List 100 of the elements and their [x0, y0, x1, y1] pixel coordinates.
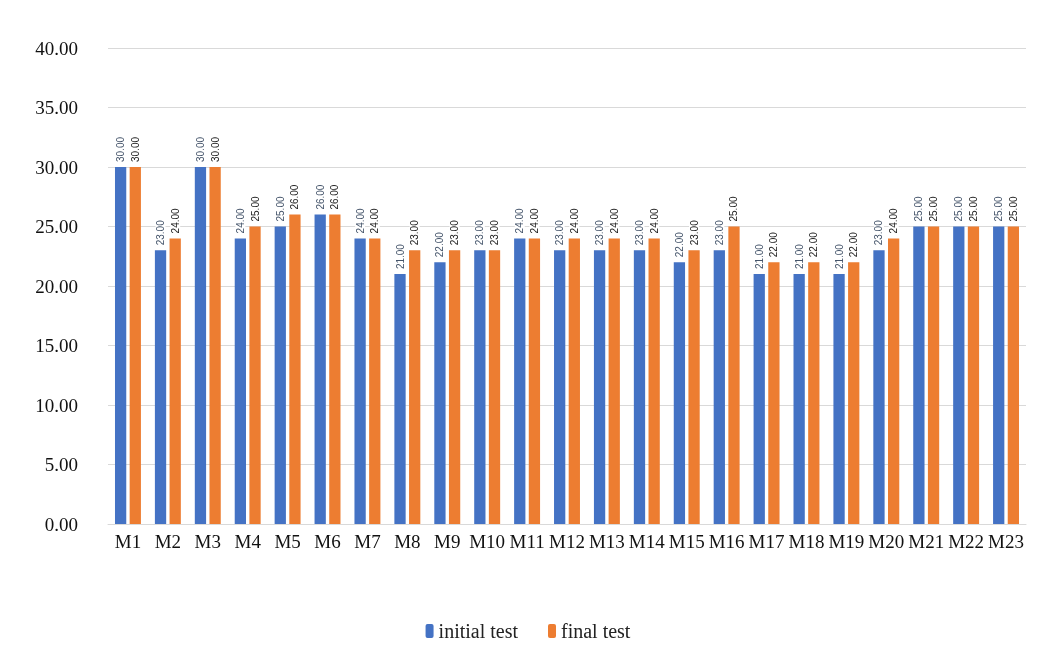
bar	[648, 238, 660, 524]
bar	[967, 226, 980, 524]
data-label: 24.00	[369, 207, 381, 234]
data-label: 24.00	[888, 207, 900, 234]
data-label: 25.00	[967, 196, 979, 222]
bar	[474, 250, 486, 524]
data-label: 25.00	[953, 196, 965, 222]
data-label: 25.00	[928, 196, 940, 222]
x-tick-label: M2	[154, 531, 182, 552]
x-tick-label: M13	[588, 531, 625, 552]
data-label: 25.00	[1007, 196, 1019, 222]
bar	[688, 250, 700, 524]
bar	[728, 226, 740, 524]
legend-label: final test	[561, 620, 631, 642]
bar	[289, 214, 301, 524]
data-label: 24.00	[169, 207, 181, 234]
bar	[568, 238, 580, 524]
data-label: 23.00	[873, 219, 885, 246]
data-label: 24.00	[568, 207, 580, 234]
data-label: 22.00	[768, 231, 780, 258]
data-label: 22.00	[808, 231, 820, 258]
data-label: 30.00	[115, 136, 127, 162]
data-label: 24.00	[234, 207, 246, 234]
bar	[888, 238, 900, 524]
bar	[927, 226, 940, 524]
data-label: 24.00	[608, 207, 620, 234]
bar	[793, 274, 805, 524]
bar	[848, 262, 860, 524]
bar	[753, 274, 765, 524]
bar	[633, 250, 646, 524]
bar	[234, 238, 246, 524]
bar	[154, 250, 167, 524]
data-label: 21.00	[753, 243, 765, 270]
data-label: 23.00	[474, 219, 486, 246]
data-label: 22.00	[848, 231, 860, 258]
x-tick-label: M21	[908, 531, 945, 552]
data-label: 23.00	[713, 219, 725, 246]
x-tick-label: M10	[469, 531, 506, 552]
data-label: 25.00	[274, 196, 286, 222]
bar	[913, 226, 925, 524]
data-label: 26.00	[289, 184, 301, 210]
bar	[1007, 226, 1020, 524]
data-label: 21.00	[833, 243, 845, 270]
x-tick-label: M4	[234, 531, 262, 552]
data-label: 30.00	[209, 136, 221, 162]
x-tick-label: M11	[509, 531, 545, 552]
bar	[129, 167, 141, 524]
bar	[713, 250, 725, 524]
data-label: 26.00	[314, 184, 326, 210]
y-tick-label: 40.00	[35, 37, 78, 59]
bar	[528, 238, 541, 524]
x-tick-label: M22	[948, 531, 985, 552]
x-tick-label: M19	[828, 531, 865, 552]
bar	[394, 274, 406, 524]
x-tick-label: M17	[748, 531, 785, 552]
bar	[434, 262, 446, 524]
bar	[768, 262, 780, 524]
bar	[114, 167, 127, 524]
x-tick-label: M23	[988, 531, 1024, 552]
bar	[514, 238, 526, 524]
x-tick-label: M7	[354, 531, 381, 552]
y-tick-label: 25.00	[35, 216, 78, 237]
data-label: 23.00	[409, 219, 421, 246]
y-tick-label: 5.00	[44, 454, 78, 475]
data-label: 23.00	[489, 219, 501, 246]
bar	[274, 226, 286, 524]
data-label: 24.00	[528, 207, 540, 234]
data-label: 21.00	[394, 243, 406, 270]
x-tick-label: M20	[868, 531, 905, 552]
x-tick-label: M12	[549, 531, 585, 552]
x-tick-label: M9	[434, 531, 461, 552]
y-tick-label: 0.00	[44, 513, 78, 535]
bar	[314, 214, 326, 524]
data-label: 22.00	[434, 231, 446, 258]
x-tick-label: M18	[788, 531, 825, 552]
bar	[194, 167, 207, 524]
bar	[209, 167, 221, 524]
data-label: 23.00	[449, 219, 461, 246]
bar	[554, 250, 566, 524]
data-label: 21.00	[793, 243, 805, 270]
y-tick-label: 20.00	[35, 275, 78, 297]
data-label: 22.00	[673, 231, 685, 258]
x-tick-label: M14	[628, 531, 666, 552]
y-tick-label: 15.00	[35, 335, 78, 356]
x-tick-label: M8	[394, 531, 421, 552]
bar	[369, 238, 381, 524]
data-label: 24.00	[514, 207, 526, 234]
bar	[169, 238, 181, 524]
data-label: 26.00	[329, 184, 341, 210]
data-label: 25.00	[913, 196, 925, 222]
data-label: 24.00	[354, 207, 366, 234]
x-tick-label: M5	[274, 531, 301, 552]
data-label: 23.00	[155, 219, 167, 246]
bar	[953, 226, 965, 524]
data-label: 25.00	[249, 196, 261, 222]
bar	[673, 262, 686, 524]
x-tick-label: M15	[668, 531, 705, 552]
bar	[249, 226, 261, 524]
bar	[329, 214, 341, 524]
data-label: 23.00	[594, 219, 606, 246]
